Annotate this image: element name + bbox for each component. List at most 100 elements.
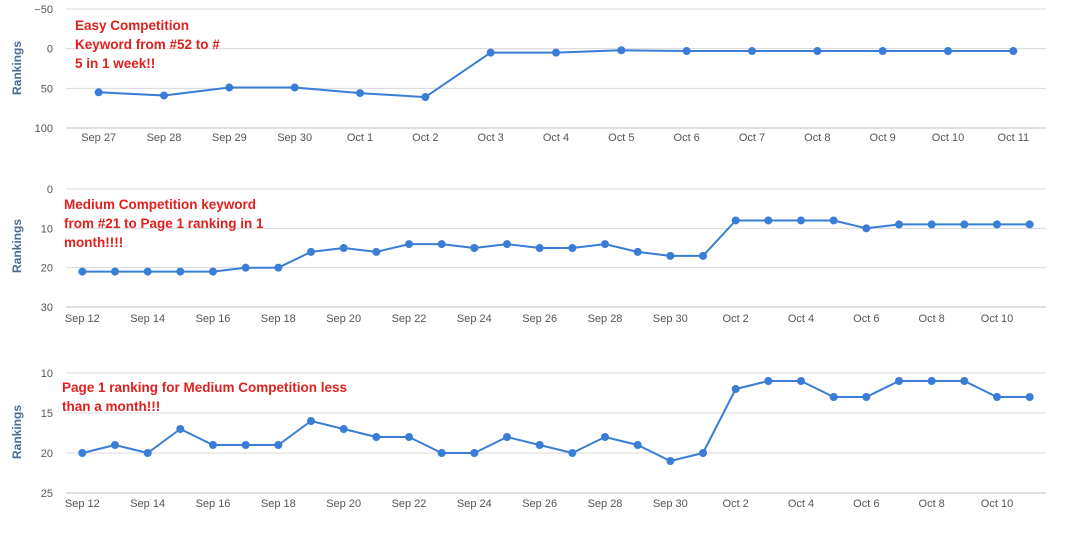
chart3-x-tick-label: Sep 18: [261, 498, 296, 510]
chart2-x-tick-label: Sep 24: [457, 313, 492, 325]
chart3-x-tick-label: Oct 8: [919, 498, 945, 510]
chart1-x-tick-label: Oct 11: [998, 132, 1030, 144]
chart2-x-tick-label: Oct 2: [723, 313, 749, 325]
chart3-x-tick-label: Sep 24: [457, 498, 492, 510]
chart3-data-point: [470, 449, 479, 457]
chart2-y-tick-label: 10: [41, 223, 53, 235]
chart1-y-tick-label: 100: [35, 123, 53, 135]
chart3-x-tick-label: Oct 2: [723, 498, 749, 510]
chart3-annotation: Page 1 ranking for Medium Competition le…: [62, 380, 347, 395]
chart2-x-tick-label: Oct 6: [853, 313, 879, 325]
chart2-data-point: [960, 220, 969, 229]
chart3-data-point: [1025, 393, 1034, 401]
chart3-data-point: [666, 457, 675, 465]
chart3-x-tick-label: Sep 26: [522, 498, 557, 510]
chart3-x-tick-label: Sep 22: [392, 498, 427, 510]
chart2-data-point: [78, 267, 87, 276]
chart3-annotation: than a month!!!: [62, 399, 160, 414]
chart2-annotation: Medium Competition keyword: [64, 197, 256, 212]
chart3-data-point: [111, 441, 119, 449]
chart3-data-point: [829, 393, 838, 401]
chart1-data-point: [94, 88, 103, 97]
chart2-data-point: [503, 240, 511, 249]
chart2-x-tick-label: Oct 8: [919, 313, 945, 325]
chart3-x-tick-label: Oct 10: [981, 498, 1013, 510]
chart2-x-tick-label: Oct 4: [788, 313, 814, 325]
chart2-data-point: [437, 240, 446, 249]
chart1-data-point: [160, 91, 168, 100]
chart2-data-point: [241, 263, 250, 272]
chart3-y-axis-label: Rankings: [10, 405, 24, 459]
chart2-data-point: [895, 220, 903, 229]
chart1-x-tick-label: Sep 27: [81, 132, 116, 144]
chart3-data-point: [731, 385, 740, 393]
chart3-x-tick-label: Sep 28: [588, 498, 623, 510]
chart2-data-point: [111, 267, 119, 276]
chart1-data-point: [421, 93, 430, 102]
chart1-y-tick-label: 0: [47, 44, 53, 56]
chart3-x-tick-label: Oct 4: [788, 498, 814, 510]
chart1-annotation: 5 in 1 week!!: [75, 56, 155, 71]
chart2-x-tick-label: Sep 28: [588, 313, 623, 325]
chart3-series-line: [82, 380, 1030, 462]
chart2-x-tick-label: Sep 14: [130, 313, 165, 325]
chart3-data-point: [895, 377, 903, 385]
chart1-x-tick-label: Oct 4: [543, 132, 569, 144]
chart3-y-tick-label: 15: [41, 408, 53, 420]
chart1-x-tick-label: Oct 9: [870, 132, 896, 144]
chart2-data-point: [633, 247, 642, 256]
chart1-series-line: [98, 49, 1014, 99]
chart2-data-point: [797, 216, 805, 225]
chart1-data-point: [552, 48, 560, 57]
chart1-x-tick-label: Oct 6: [674, 132, 700, 144]
chart2-data-point: [535, 244, 544, 252]
chart3-data-point: [862, 393, 871, 401]
chart2-data-point: [1025, 220, 1034, 229]
chart1-data-point: [748, 47, 756, 56]
chart1-data-point: [290, 83, 299, 92]
chart1-x-tick-label: Oct 7: [739, 132, 765, 144]
chart1-data-point: [617, 46, 626, 55]
chart2-x-tick-label: Sep 16: [196, 313, 231, 325]
chart2-x-tick-label: Oct 10: [981, 313, 1013, 325]
chart2-data-point: [209, 267, 217, 276]
chart1-x-tick-label: Sep 30: [277, 132, 312, 144]
chart1-annotation: Keyword from #52 to #: [75, 37, 220, 52]
chart2-series-line: [82, 219, 1030, 273]
chart3-data-point: [960, 377, 969, 385]
chart2-data-point: [372, 247, 381, 256]
chart1-x-tick-label: Sep 29: [212, 132, 247, 144]
chart3-data-point: [176, 425, 185, 433]
chart3-data-point: [797, 377, 805, 385]
chart3-data-point: [633, 441, 642, 449]
chart2-x-tick-label: Sep 18: [261, 313, 296, 325]
chart1-data-point: [813, 47, 822, 56]
chart3-data-point: [568, 449, 577, 457]
chart2-y-tick-label: 30: [41, 302, 53, 314]
chart2-data-point: [176, 267, 185, 276]
chart1-data-point: [225, 83, 234, 92]
chart2-data-point: [339, 244, 348, 252]
chart2-data-point: [307, 247, 315, 256]
chart2-data-point: [601, 240, 609, 249]
chart3-x-tick-label: Sep 20: [326, 498, 361, 510]
chart1-annotation: Easy Competition: [75, 18, 189, 33]
chart2-data-point: [731, 216, 740, 225]
chart1-x-tick-label: Oct 10: [932, 132, 964, 144]
chart3-data-point: [372, 433, 381, 441]
chart2-annotation: month!!!!: [64, 235, 123, 250]
chart2-data-point: [568, 244, 577, 252]
chart2-data-point: [666, 251, 675, 260]
chart3-x-tick-label: Sep 16: [196, 498, 231, 510]
chart1-data-point: [944, 47, 952, 56]
chart3-data-point: [927, 377, 936, 385]
chart3-data-point: [307, 417, 315, 425]
chart1-x-tick-label: Oct 8: [804, 132, 830, 144]
chart1-y-tick-label: 50: [41, 83, 53, 95]
chart2-y-axis-label: Rankings: [10, 219, 24, 273]
chart2-data-point: [274, 263, 283, 272]
chart1-y-tick-label: −50: [34, 4, 53, 16]
chart2-annotation: from #21 to Page 1 ranking in 1: [64, 216, 264, 231]
chart3-data-point: [437, 449, 446, 457]
chart1-x-tick-label: Oct 3: [478, 132, 504, 144]
